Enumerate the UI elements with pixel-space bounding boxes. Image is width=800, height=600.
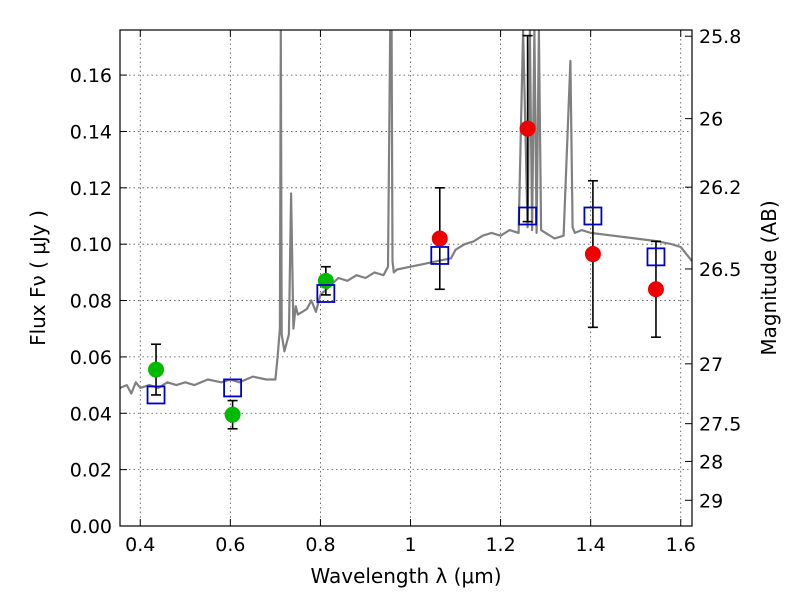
y-tick-label: 0.16 [70,65,112,87]
spectrum-series [120,30,692,395]
y-tick-label: 0.14 [70,121,112,143]
y-tick-label: 0.00 [70,516,112,538]
y-tick-label: 0.06 [70,347,112,369]
x-tick-label: 1.4 [576,534,606,556]
red-point [647,281,664,298]
errorbars [151,34,661,430]
right-tick-label: 26.2 [699,177,741,199]
right-tick-label: 27.5 [699,414,741,436]
model-square [146,385,166,405]
model-square [223,378,242,398]
red-point [584,246,601,263]
model-square [646,247,666,267]
right-tick-label: 28 [699,451,723,473]
x-tick-label: 1 [404,534,416,556]
model-square [316,284,336,303]
y-tick-label: 0.02 [70,460,112,482]
y-tick-label: 0.08 [70,291,112,313]
green-point [148,361,165,378]
x-tick-label: 0.8 [305,534,335,556]
y-axis-label-right: Magnitude (AB) [757,200,781,355]
green-point [224,406,241,423]
red-point [431,230,448,247]
red-point [519,120,536,137]
green-point [317,272,334,289]
right-tick-label: 25.8 [699,26,741,48]
data-points [148,120,664,423]
tick-labels: 0.4 0.6 0.8 1 1.2 1.4 1.6 0.00 0.02 0.04 0.06 0.08 0… [70,26,742,556]
right-tick-label: 26.5 [699,259,741,281]
model-squares [146,206,666,405]
right-tick-label: 29 [699,490,723,512]
axis-ticks [120,30,692,527]
x-tick-label: 0.4 [125,534,155,556]
plot-frame [119,29,693,527]
grid-lines [120,30,692,527]
x-tick-label: 1.6 [666,534,696,556]
spectrum-line [120,30,692,395]
model-square [583,206,603,226]
y-tick-label: 0.04 [70,403,112,425]
x-axis-label: Wavelength λ (μm) [310,564,501,588]
model-square [518,206,538,226]
x-tick-label: 0.6 [215,534,245,556]
y-tick-label: 0.10 [70,234,112,256]
right-tick-label: 27 [699,354,723,376]
model-square [430,246,450,265]
x-tick-label: 1.2 [485,534,515,556]
y-axis-label-left: Flux Fν ( μJy ) [26,210,50,346]
y-tick-label: 0.12 [70,178,112,200]
right-tick-label: 26 [699,109,723,131]
